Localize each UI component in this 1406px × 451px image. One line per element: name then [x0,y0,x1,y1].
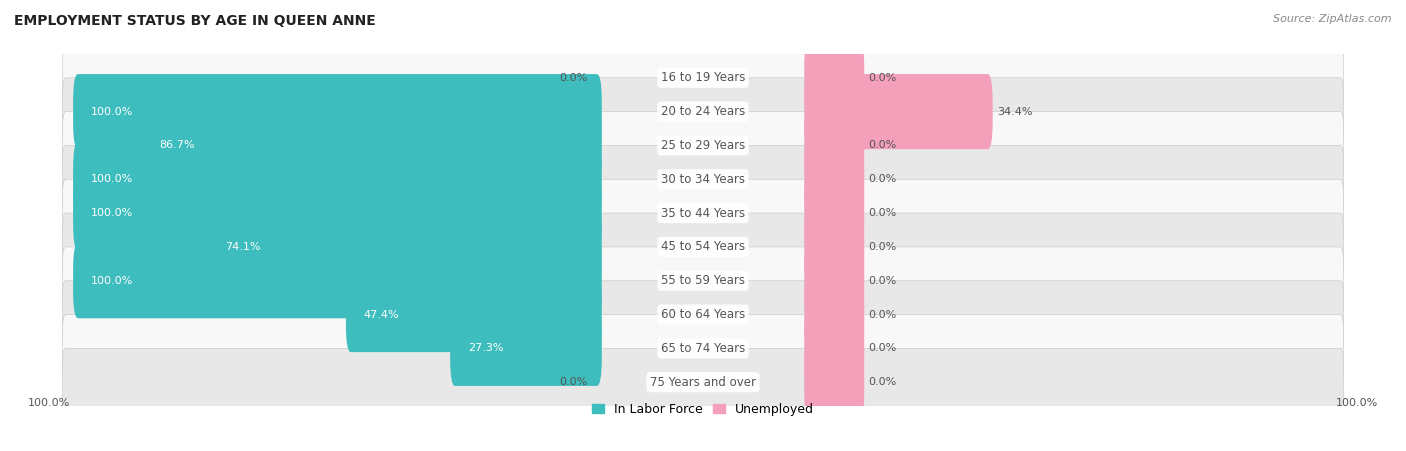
Text: 100.0%: 100.0% [1336,398,1378,408]
FancyBboxPatch shape [804,209,865,285]
Text: 0.0%: 0.0% [869,377,897,387]
FancyBboxPatch shape [804,40,865,115]
FancyBboxPatch shape [62,315,1344,382]
Text: 65 to 74 Years: 65 to 74 Years [661,342,745,355]
Text: 0.0%: 0.0% [869,174,897,184]
FancyBboxPatch shape [804,311,865,386]
Text: 35 to 44 Years: 35 to 44 Years [661,207,745,220]
Text: 86.7%: 86.7% [160,140,195,151]
FancyBboxPatch shape [450,311,602,386]
Text: 0.0%: 0.0% [869,309,897,320]
Text: 47.4%: 47.4% [363,309,399,320]
FancyBboxPatch shape [62,281,1344,348]
Text: 100.0%: 100.0% [90,208,132,218]
Text: 0.0%: 0.0% [869,73,897,83]
Text: 25 to 29 Years: 25 to 29 Years [661,139,745,152]
FancyBboxPatch shape [73,74,602,149]
FancyBboxPatch shape [62,247,1344,315]
FancyBboxPatch shape [346,277,602,352]
Text: 75 Years and over: 75 Years and over [650,376,756,389]
Text: EMPLOYMENT STATUS BY AGE IN QUEEN ANNE: EMPLOYMENT STATUS BY AGE IN QUEEN ANNE [14,14,375,28]
FancyBboxPatch shape [62,44,1344,111]
Text: 55 to 59 Years: 55 to 59 Years [661,274,745,287]
Text: 100.0%: 100.0% [90,106,132,117]
FancyBboxPatch shape [73,243,602,318]
FancyBboxPatch shape [62,145,1344,213]
Text: 20 to 24 Years: 20 to 24 Years [661,105,745,118]
Text: 100.0%: 100.0% [28,398,70,408]
Text: 16 to 19 Years: 16 to 19 Years [661,71,745,84]
FancyBboxPatch shape [62,348,1344,416]
FancyBboxPatch shape [142,108,602,183]
Text: 27.3%: 27.3% [468,343,503,354]
Text: 0.0%: 0.0% [869,242,897,252]
Text: 60 to 64 Years: 60 to 64 Years [661,308,745,321]
FancyBboxPatch shape [804,108,865,183]
FancyBboxPatch shape [73,142,602,217]
FancyBboxPatch shape [804,277,865,352]
FancyBboxPatch shape [62,213,1344,281]
Text: 0.0%: 0.0% [869,276,897,286]
Text: 34.4%: 34.4% [997,106,1032,117]
FancyBboxPatch shape [804,74,993,149]
FancyBboxPatch shape [804,345,865,420]
FancyBboxPatch shape [208,209,602,285]
Text: 100.0%: 100.0% [90,276,132,286]
Text: 0.0%: 0.0% [560,377,588,387]
Text: 100.0%: 100.0% [90,174,132,184]
FancyBboxPatch shape [804,243,865,318]
Text: 30 to 34 Years: 30 to 34 Years [661,173,745,186]
Legend: In Labor Force, Unemployed: In Labor Force, Unemployed [586,398,820,421]
FancyBboxPatch shape [62,179,1344,247]
FancyBboxPatch shape [62,78,1344,145]
Text: 0.0%: 0.0% [869,343,897,354]
Text: 0.0%: 0.0% [869,140,897,151]
FancyBboxPatch shape [804,142,865,217]
Text: 74.1%: 74.1% [225,242,260,252]
FancyBboxPatch shape [62,111,1344,179]
Text: Source: ZipAtlas.com: Source: ZipAtlas.com [1274,14,1392,23]
Text: 45 to 54 Years: 45 to 54 Years [661,240,745,253]
FancyBboxPatch shape [804,175,865,251]
FancyBboxPatch shape [73,175,602,251]
Text: 0.0%: 0.0% [560,73,588,83]
Text: 0.0%: 0.0% [869,208,897,218]
